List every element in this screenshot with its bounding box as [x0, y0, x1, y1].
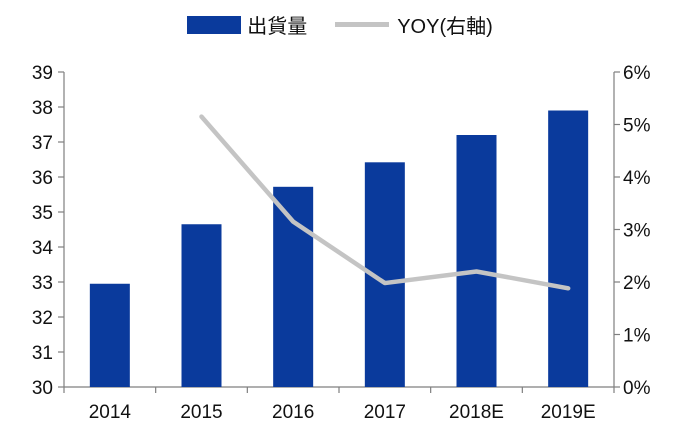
- right-tick-label: 3%: [623, 221, 651, 242]
- left-tick-label: 30: [32, 378, 53, 399]
- bar: [90, 284, 130, 387]
- right-tick-label: 6%: [623, 63, 651, 84]
- left-tick-label: 39: [32, 63, 53, 84]
- left-tick-label: 38: [32, 98, 53, 119]
- left-tick-label: 32: [32, 308, 53, 329]
- legend-item-yoy[interactable]: YOY(右軸): [335, 10, 493, 39]
- left-tick-label: 35: [32, 203, 53, 224]
- right-tick-label: 5%: [623, 116, 651, 137]
- x-tick-label: 2018E: [449, 402, 504, 423]
- x-tick-label: 2017: [364, 402, 406, 423]
- bar: [457, 135, 497, 387]
- left-tick-label: 31: [32, 343, 53, 364]
- bar: [182, 224, 222, 387]
- x-tick-label: 2014: [89, 402, 132, 423]
- bar: [548, 111, 588, 388]
- legend-label-shipments: 出貨量: [247, 10, 307, 39]
- left-tick-label: 34: [32, 238, 54, 259]
- x-tick-label: 2019E: [541, 402, 596, 423]
- bar: [273, 187, 313, 387]
- right-tick-label: 4%: [623, 168, 651, 189]
- right-tick-label: 0%: [623, 378, 651, 399]
- right-tick-label: 2%: [623, 273, 651, 294]
- legend-label-yoy: YOY(右軸): [397, 10, 493, 39]
- x-tick-label: 2016: [272, 402, 314, 423]
- legend-bar-swatch: [187, 16, 241, 34]
- left-tick-label: 33: [32, 273, 53, 294]
- left-tick-label: 36: [32, 168, 53, 189]
- right-tick-label: 1%: [623, 326, 651, 347]
- legend: 出貨量 YOY(右軸): [0, 10, 680, 39]
- legend-line-swatch: [335, 22, 389, 27]
- x-tick-label: 2015: [180, 402, 222, 423]
- legend-item-shipments[interactable]: 出貨量: [187, 10, 307, 39]
- left-tick-label: 37: [32, 133, 53, 154]
